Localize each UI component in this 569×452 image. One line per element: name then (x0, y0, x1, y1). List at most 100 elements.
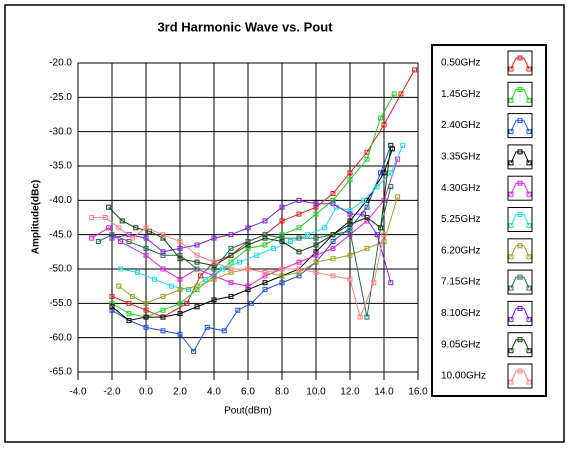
point-marker (313, 259, 319, 265)
legend-label: 3.35GHz (441, 152, 480, 163)
point-marker (364, 204, 370, 210)
point-marker (118, 239, 123, 245)
point-marker (245, 245, 251, 251)
point-marker (388, 280, 394, 286)
point-marker (129, 293, 135, 299)
y-tick-label: -45.0 (49, 229, 72, 240)
point-marker (197, 273, 203, 279)
point-marker (262, 287, 268, 293)
point-marker (398, 91, 404, 97)
point-marker (296, 225, 302, 231)
x-tick-label: 12.0 (340, 387, 360, 398)
point-marker (177, 256, 183, 262)
point-marker (143, 225, 149, 231)
point-marker (374, 232, 380, 238)
point-marker (347, 221, 353, 227)
point-marker (109, 235, 115, 241)
legend-icon-marker (508, 223, 514, 228)
point-marker (364, 215, 370, 220)
y-tick-label: -25.0 (49, 92, 72, 103)
point-marker (279, 204, 285, 210)
legend-icon-marker (508, 379, 514, 385)
point-marker (228, 293, 234, 299)
series-line (111, 93, 395, 318)
legend-label: 1.45GHz (441, 89, 480, 100)
legend-icon (510, 370, 530, 383)
y-tick-label: -65.0 (49, 367, 72, 378)
point-marker (143, 300, 149, 306)
point-marker (109, 232, 115, 238)
point-marker (194, 242, 200, 248)
point-marker (143, 245, 149, 251)
point-marker (177, 311, 183, 317)
y-axis-label: Amplitude(dBc) (31, 180, 42, 254)
point-marker (313, 242, 319, 248)
point-marker (248, 300, 254, 306)
legend-icon-marker (526, 66, 532, 72)
x-tick-label: 6.0 (241, 387, 255, 398)
legend-icon (510, 214, 530, 226)
point-marker (262, 280, 268, 286)
point-marker (313, 201, 319, 207)
point-marker (262, 273, 268, 279)
point-marker (126, 318, 132, 323)
point-marker (313, 211, 319, 217)
x-tick-label: -4.0 (69, 387, 87, 398)
point-marker (203, 276, 208, 282)
point-marker (279, 266, 285, 272)
point-marker (296, 235, 302, 241)
series-line (98, 186, 392, 318)
point-marker (347, 228, 353, 234)
legend-icon-marker (508, 285, 514, 291)
legend-icon-marker (508, 316, 514, 322)
point-marker (211, 297, 217, 303)
point-marker (313, 269, 319, 275)
point-marker (143, 324, 149, 330)
point-marker (228, 252, 234, 258)
point-marker (194, 252, 200, 258)
legend-icon-marker (508, 191, 514, 197)
x-tick-label: 4.0 (207, 387, 221, 398)
legend-icon (510, 120, 530, 132)
y-tick-label: -60.0 (49, 332, 72, 343)
point-marker (279, 218, 285, 224)
point-marker (228, 266, 234, 272)
legend-icon-marker (526, 191, 532, 197)
point-marker (347, 208, 353, 214)
point-marker (296, 269, 302, 275)
point-marker (89, 215, 95, 220)
point-marker (330, 190, 336, 196)
point-marker (109, 300, 115, 306)
point-marker (194, 287, 200, 293)
point-marker (330, 273, 336, 279)
point-marker (245, 287, 251, 293)
point-marker (211, 259, 217, 265)
legend-icon (510, 245, 530, 258)
legend-icon-marker (517, 86, 523, 92)
point-marker (211, 276, 217, 282)
x-tick-label: 14.0 (374, 387, 394, 398)
point-marker (262, 232, 268, 238)
point-marker (262, 269, 268, 275)
point-marker (279, 273, 285, 279)
point-marker (109, 304, 115, 310)
point-marker (160, 266, 166, 272)
point-marker (288, 239, 293, 245)
x-tick-label: 0.0 (139, 387, 153, 398)
point-marker (160, 235, 166, 241)
point-marker (378, 225, 384, 231)
point-marker (296, 197, 302, 203)
point-marker (118, 266, 123, 272)
point-marker (228, 232, 234, 238)
point-marker (262, 218, 268, 224)
point-marker (160, 293, 166, 299)
point-marker (347, 177, 353, 183)
point-marker (388, 170, 394, 176)
point-marker (388, 142, 394, 148)
point-marker (347, 218, 353, 224)
legend-icon-marker (508, 348, 514, 354)
point-marker (194, 259, 200, 265)
x-tick-label: 10.0 (306, 387, 326, 398)
point-marker (313, 249, 319, 255)
